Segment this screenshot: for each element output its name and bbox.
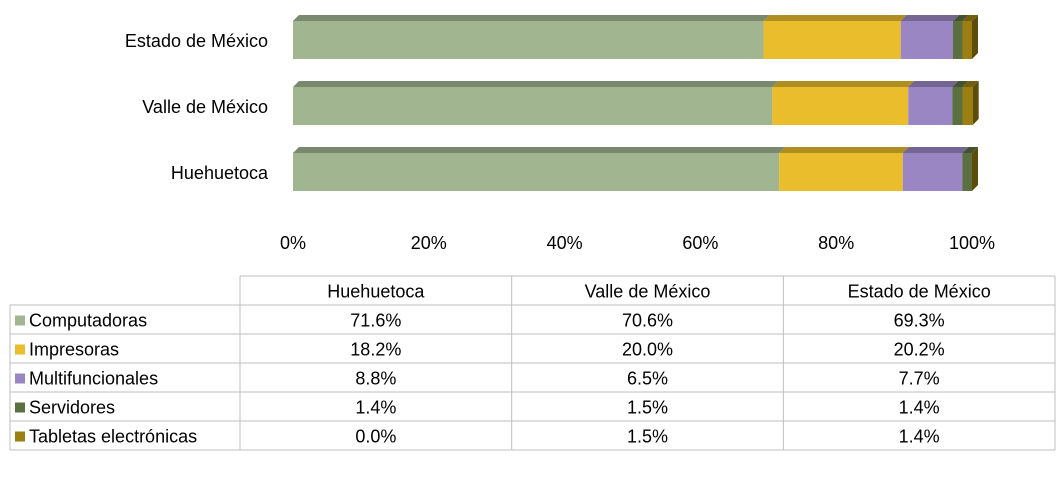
category-label: Valle de México xyxy=(142,97,268,117)
table-header: Huehuetoca xyxy=(327,281,425,301)
legend-label: Impresoras xyxy=(29,339,119,359)
legend-label: Servidores xyxy=(29,397,115,417)
bar-top xyxy=(293,81,779,87)
bar-segment xyxy=(900,21,953,59)
bar-side xyxy=(972,147,978,191)
x-tick-label: 100% xyxy=(949,233,995,253)
bar-top xyxy=(952,15,969,21)
legend-swatch xyxy=(15,315,25,326)
category-label: Huehuetoca xyxy=(171,163,269,183)
table-cell: 1.4% xyxy=(899,397,940,417)
table-cell: 1.4% xyxy=(899,426,940,446)
bar-segment xyxy=(908,87,953,125)
legend-swatch xyxy=(15,402,25,413)
table-cell: 69.3% xyxy=(894,310,945,330)
bar-side xyxy=(972,81,979,125)
legend-label: Tabletas electrónicas xyxy=(29,426,197,446)
bar-segment xyxy=(772,87,909,125)
legend-label: Computadoras xyxy=(29,310,147,330)
bar-top xyxy=(293,15,770,21)
legend-label: Multifuncionales xyxy=(29,368,158,388)
table-cell: 71.6% xyxy=(350,310,401,330)
bar-segment xyxy=(763,21,901,59)
table-cell: 8.8% xyxy=(355,368,396,388)
table-cell: 7.7% xyxy=(899,368,940,388)
bar-top xyxy=(293,147,786,153)
legend-swatch xyxy=(15,431,25,442)
bar-top xyxy=(779,147,909,153)
bar-top xyxy=(772,81,915,87)
x-tick-label: 80% xyxy=(818,233,854,253)
x-tick-label: 60% xyxy=(682,233,718,253)
bar-top xyxy=(962,147,978,153)
table-cell: 1.4% xyxy=(355,397,396,417)
x-tick-label: 40% xyxy=(547,233,583,253)
bar-segment xyxy=(779,153,903,191)
bar-segment xyxy=(293,87,773,125)
bar-segment xyxy=(952,87,963,125)
bar-top xyxy=(962,15,978,21)
bar-top xyxy=(763,15,907,21)
table-cell: 1.5% xyxy=(627,426,668,446)
table-cell: 20.0% xyxy=(622,339,673,359)
x-tick-label: 0% xyxy=(280,233,306,253)
bar-segment xyxy=(902,153,963,191)
bar-segment xyxy=(952,21,963,59)
legend-swatch xyxy=(15,344,25,355)
bar-top xyxy=(900,15,959,21)
bar-segment xyxy=(293,21,764,59)
bar-top xyxy=(962,81,979,87)
table-cell: 1.5% xyxy=(627,397,668,417)
table-cell: 6.5% xyxy=(627,368,668,388)
x-tick-label: 20% xyxy=(411,233,447,253)
bar-side xyxy=(972,15,978,59)
bar-top xyxy=(908,81,959,87)
legend-swatch xyxy=(15,373,25,384)
table-cell: 70.6% xyxy=(622,310,673,330)
bar-segment xyxy=(293,153,780,191)
bar-segment xyxy=(962,87,973,125)
table-header: Valle de México xyxy=(585,281,711,301)
table-cell: 18.2% xyxy=(350,339,401,359)
bar-segment xyxy=(962,153,972,191)
category-label: Estado de México xyxy=(125,31,268,51)
table-header: Estado de México xyxy=(848,281,991,301)
bar-top xyxy=(952,81,969,87)
bar-top xyxy=(902,147,969,153)
table-cell: 20.2% xyxy=(894,339,945,359)
bar-segment xyxy=(962,21,972,59)
table-cell: 0.0% xyxy=(355,426,396,446)
